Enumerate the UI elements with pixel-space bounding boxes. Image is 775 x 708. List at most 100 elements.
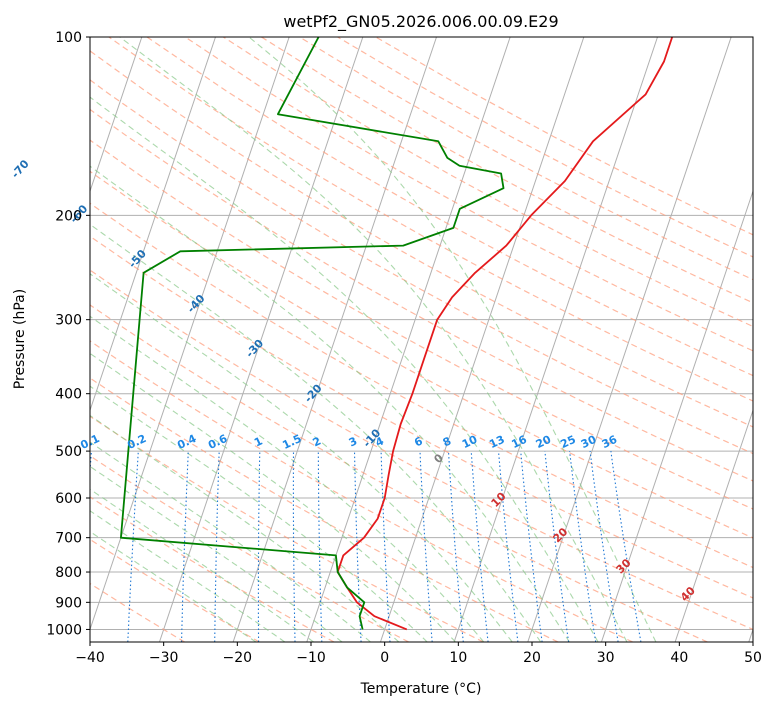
- mixing-ratio-label: 16: [510, 433, 530, 451]
- plot-background: [0, 37, 753, 642]
- moist-adiabat: [90, 510, 286, 642]
- moist-adiabat: [90, 273, 513, 642]
- isotherm-line: [0, 37, 68, 642]
- y-tick-label: 500: [55, 444, 82, 460]
- dry-adiabat-label: 40: [678, 584, 698, 604]
- moist-adiabat: [90, 414, 400, 642]
- dry-adiabat: [261, 37, 753, 304]
- isotherm-line: [158, 37, 364, 642]
- mixing-ratio-label: 25: [558, 433, 577, 451]
- isotherm-line: [90, 37, 290, 632]
- isotherm-line: [674, 408, 753, 642]
- y-tick-label: 300: [55, 313, 82, 329]
- temperature-profile-line: [336, 37, 674, 631]
- isotherm-line: [379, 37, 585, 642]
- mixing-ratio-line: [497, 451, 519, 642]
- x-axis-title: Temperature (°C): [360, 681, 482, 697]
- y-tick-label: 900: [55, 595, 82, 611]
- dry-adiabat: [90, 304, 708, 642]
- mixing-ratio-line: [589, 451, 619, 642]
- mixing-ratio-label: 1: [252, 434, 264, 449]
- mixing-ratio-label: 13: [487, 433, 506, 451]
- moist-adiabat: [90, 530, 257, 642]
- dry-adiabat: [184, 37, 753, 352]
- isotherm-label: -20: [302, 381, 325, 405]
- x-tick-label: 50: [744, 650, 762, 666]
- mixing-ratio-label: 30: [579, 433, 599, 451]
- moist-adiabat: [90, 385, 428, 642]
- y-tick-label: 1000: [46, 622, 82, 638]
- isotherm-line: [527, 37, 732, 642]
- moist-adiabat: [90, 223, 542, 642]
- y-axis-title: Pressure (hPa): [12, 289, 28, 389]
- mixing-ratio-label: 2: [311, 434, 323, 449]
- plot-frame: [89, 36, 754, 643]
- dry-adiabat-label: 20: [550, 525, 570, 545]
- mixing-ratio-label: 10: [460, 433, 480, 451]
- isotherm-line: [232, 37, 437, 642]
- dewpoint-profile-line: [120, 37, 505, 630]
- isotherm-label: -70: [9, 157, 32, 181]
- mixing-ratio-line: [470, 451, 489, 642]
- y-tick-label: 200: [55, 208, 82, 224]
- dry-adiabat: [90, 582, 185, 642]
- x-tick-label: −20: [223, 650, 253, 666]
- y-tick-label: 600: [55, 491, 82, 507]
- y-tick-label: 700: [55, 531, 82, 547]
- isotherm-label: -30: [243, 337, 266, 361]
- dry-adiabat: [90, 415, 484, 642]
- moist-adiabat: [90, 96, 599, 642]
- dry-adiabat: [90, 50, 753, 428]
- x-tick-label: −30: [149, 650, 179, 666]
- isotherm-line: [90, 37, 216, 412]
- mixing-ratio-label: 3: [347, 434, 359, 449]
- mixing-ratio-line: [569, 451, 597, 642]
- x-tick-label: 40: [670, 650, 688, 666]
- mixing-ratio-label: 0.2: [125, 432, 148, 452]
- chart-title: wetPf2_GN05.2026.006.00.09.E29: [283, 12, 558, 32]
- mixing-ratio-line: [317, 451, 323, 642]
- isotherm-line: [600, 189, 753, 642]
- mixing-ratio-label: 6: [412, 434, 425, 449]
- mixing-ratio-label: 36: [600, 433, 620, 451]
- x-tick-label: 0: [380, 650, 389, 666]
- dry-adiabat: [90, 235, 753, 599]
- moist-adiabat: [248, 37, 657, 642]
- x-tick-label: −10: [296, 650, 326, 666]
- dry-adiabat: [90, 538, 260, 642]
- moist-adiabat: [90, 465, 343, 642]
- dry-adiabat: [90, 377, 559, 642]
- mixing-ratio-line: [181, 451, 189, 642]
- moist-adiabat: [90, 488, 314, 642]
- dry-adiabat: [222, 37, 753, 328]
- dry-adiabat: [90, 269, 753, 631]
- y-tick-label: 400: [55, 387, 82, 403]
- x-tick-label: 30: [597, 650, 615, 666]
- dry-adiabat: [90, 170, 753, 539]
- mixing-ratio-label: 20: [534, 433, 554, 451]
- mixing-ratio-line: [447, 451, 464, 642]
- isotherm-line: [306, 37, 511, 642]
- mixing-ratio-label: 0.6: [206, 432, 229, 452]
- y-tick-label: 100: [55, 30, 82, 46]
- dry-adiabat: [108, 37, 753, 402]
- dry-adiabat: [90, 455, 409, 642]
- isotherm-line: [90, 37, 143, 193]
- dry-adiabat: [90, 202, 753, 569]
- isotherm-line: [453, 37, 658, 642]
- x-tick-label: −40: [75, 650, 105, 666]
- moist-adiabat: [119, 37, 628, 642]
- mixing-ratio-line: [292, 451, 296, 642]
- isotherm-label: -50: [126, 247, 149, 271]
- moist-adiabat: [90, 352, 456, 642]
- mixing-ratio-label: 8: [441, 434, 453, 449]
- mixing-ratio-label: 0.4: [175, 432, 198, 452]
- axes: −40 −30 −20 −10 0 10 20 30 40 5010020030040050060…: [46, 30, 762, 666]
- mixing-ratio-label: 1.5: [280, 432, 303, 452]
- mixing-ratio-line: [257, 451, 261, 642]
- mixing-ratio-line: [544, 451, 570, 642]
- moist-adiabat: [90, 441, 371, 642]
- x-tick-label: 10: [449, 650, 467, 666]
- x-tick-label: 20: [523, 650, 541, 666]
